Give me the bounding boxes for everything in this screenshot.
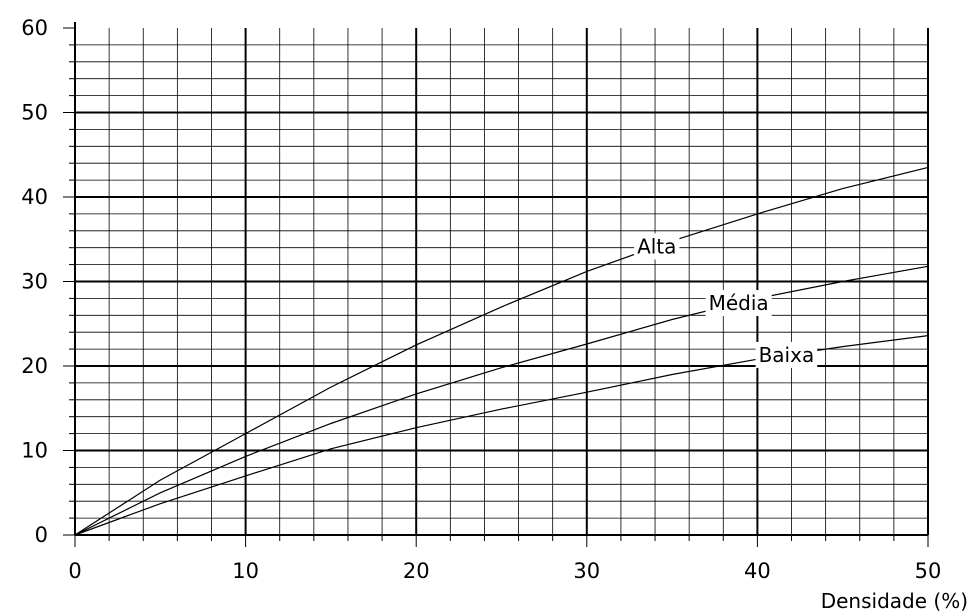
series-label-baixa: Baixa xyxy=(755,341,818,368)
y-tick-label: 0 xyxy=(35,523,48,547)
series-label-alta: Alta xyxy=(634,233,680,260)
x-tick-label: 40 xyxy=(744,559,771,583)
x-tick-label: 50 xyxy=(915,559,942,583)
series-labels: Alta Média Baixa xyxy=(634,233,818,368)
series-label-background xyxy=(634,233,680,260)
y-tick-label: 10 xyxy=(21,439,48,463)
series-label-text: Média xyxy=(709,291,769,315)
series-label-média: Média xyxy=(705,290,772,317)
y-tick-label: 60 xyxy=(21,16,48,40)
y-tick-label: 50 xyxy=(21,101,48,125)
series-label-background xyxy=(755,341,818,368)
series-label-text: Baixa xyxy=(759,343,815,367)
series-line-alta xyxy=(74,166,929,536)
axes xyxy=(63,22,929,547)
x-axis-title: Densidade (%) xyxy=(821,589,968,612)
x-tick-labels: 0 10 20 30 40 50 xyxy=(68,559,941,583)
y-tick-label: 40 xyxy=(21,185,48,209)
y-tick-label: 20 xyxy=(21,354,48,378)
y-tick-labels: 0 10 20 30 40 50 60 xyxy=(21,16,48,547)
series-label-text: Alta xyxy=(637,234,676,258)
x-tick-label: 20 xyxy=(403,559,430,583)
y-tick-label: 30 xyxy=(21,270,48,294)
series-label-background xyxy=(705,290,772,317)
x-tick-label: 10 xyxy=(232,559,259,583)
series-line-média xyxy=(74,265,929,536)
x-tick-label: 0 xyxy=(68,559,81,583)
x-tick-label: 30 xyxy=(573,559,600,583)
major-gridlines xyxy=(75,28,929,535)
